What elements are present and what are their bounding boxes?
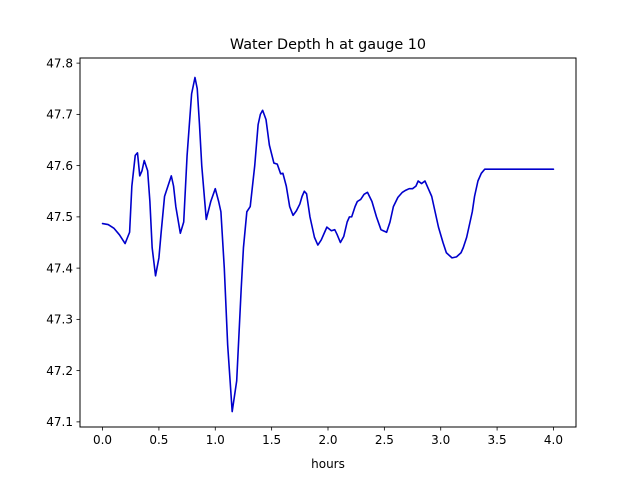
x-tick-label: 4.0 [544, 433, 563, 447]
y-tick-label: 47.7 [46, 108, 73, 122]
x-tick-label: 2.0 [318, 433, 337, 447]
y-tick-label: 47.3 [46, 313, 73, 327]
x-axis: 0.0 0.5 1.0 1.5 2.0 2.5 3.0 3.5 4.0 [93, 427, 563, 447]
y-tick-label: 47.4 [46, 261, 73, 275]
chart-title: Water Depth h at gauge 10 [230, 37, 426, 53]
y-tick-label: 47.2 [46, 364, 73, 378]
y-tick-label: 47.6 [46, 159, 73, 173]
y-tick-label: 47.1 [46, 415, 73, 429]
x-tick-label: 3.0 [431, 433, 450, 447]
series-line-water-depth [101, 76, 555, 413]
x-tick-label: 1.5 [262, 433, 281, 447]
y-axis: 47.1 47.2 47.3 47.4 47.5 47.6 47.7 47.8 [46, 56, 80, 429]
x-tick-label: 3.5 [488, 433, 507, 447]
x-tick-label: 0.0 [93, 433, 112, 447]
y-tick-label: 47.8 [46, 56, 73, 70]
x-axis-label: hours [311, 457, 345, 471]
x-tick-label: 2.5 [375, 433, 394, 447]
x-tick-label: 0.5 [149, 433, 168, 447]
x-tick-label: 1.0 [206, 433, 225, 447]
y-tick-label: 47.5 [46, 210, 73, 224]
